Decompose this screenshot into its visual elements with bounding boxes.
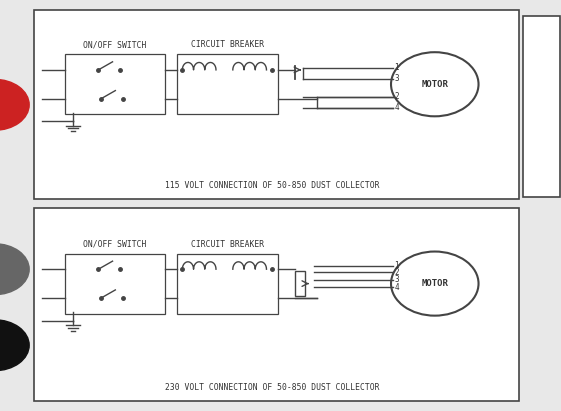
FancyBboxPatch shape <box>34 10 519 199</box>
FancyBboxPatch shape <box>65 54 165 114</box>
Text: 4: 4 <box>394 103 399 112</box>
Circle shape <box>0 79 29 130</box>
Text: CIRCUIT BREAKER: CIRCUIT BREAKER <box>191 40 264 49</box>
Text: ON/OFF SWITCH: ON/OFF SWITCH <box>84 240 146 249</box>
FancyBboxPatch shape <box>34 208 519 401</box>
Text: 4: 4 <box>394 283 399 292</box>
Text: 2: 2 <box>394 268 399 277</box>
Text: MOTOR: MOTOR <box>421 279 448 288</box>
Text: 1: 1 <box>394 63 399 72</box>
Text: CIRCUIT BREAKER: CIRCUIT BREAKER <box>191 240 264 249</box>
Circle shape <box>0 320 29 371</box>
Text: MOTOR: MOTOR <box>421 80 448 89</box>
Text: 230 VOLT CONNECTION OF 50-850 DUST COLLECTOR: 230 VOLT CONNECTION OF 50-850 DUST COLLE… <box>165 383 379 392</box>
Text: 1: 1 <box>394 261 399 270</box>
Text: ON/OFF SWITCH: ON/OFF SWITCH <box>84 40 146 49</box>
Text: 3: 3 <box>394 74 399 83</box>
FancyBboxPatch shape <box>177 54 278 114</box>
FancyBboxPatch shape <box>523 16 560 197</box>
Circle shape <box>0 244 29 295</box>
Text: 2: 2 <box>394 92 399 101</box>
FancyBboxPatch shape <box>295 271 305 296</box>
Text: 115 VOLT CONNECTION OF 50-850 DUST COLLECTOR: 115 VOLT CONNECTION OF 50-850 DUST COLLE… <box>165 181 379 190</box>
FancyBboxPatch shape <box>177 254 278 314</box>
FancyBboxPatch shape <box>65 254 165 314</box>
Text: 3: 3 <box>394 275 399 284</box>
